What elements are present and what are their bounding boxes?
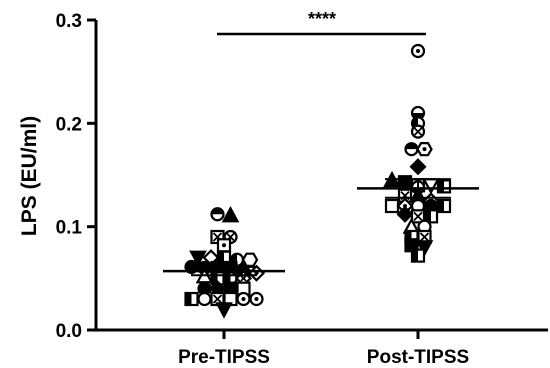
significance-annotation: **** bbox=[217, 9, 426, 36]
data-point bbox=[236, 291, 251, 307]
data-point bbox=[404, 142, 419, 157]
axes bbox=[94, 20, 548, 332]
data-point bbox=[436, 179, 452, 194]
data-point bbox=[241, 252, 259, 267]
data-point bbox=[384, 198, 400, 214]
data-point bbox=[210, 207, 225, 222]
data-point bbox=[410, 248, 426, 263]
y-tick-label: 0.2 bbox=[56, 114, 82, 135]
y-tick-label: 0.1 bbox=[56, 218, 83, 239]
data-point bbox=[397, 175, 413, 190]
data-point bbox=[396, 205, 414, 223]
data-point bbox=[189, 250, 207, 267]
data-point bbox=[221, 205, 240, 223]
y-tick-label: 0.0 bbox=[56, 321, 82, 342]
data-point bbox=[416, 142, 433, 157]
y-ticks: 0.0 0.1 0.2 0.3 bbox=[56, 11, 96, 342]
x-category-label: Pre-TIPSS bbox=[178, 347, 270, 368]
data-point bbox=[249, 291, 264, 307]
mean-sem-lines bbox=[163, 178, 479, 277]
significance-label: **** bbox=[308, 9, 336, 29]
y-axis-label: LPS (EU/ml) bbox=[18, 116, 41, 236]
y-tick-label: 0.3 bbox=[56, 11, 82, 32]
data-point bbox=[423, 209, 439, 224]
x-category-labels: Pre-TIPSS Post-TIPSS bbox=[178, 330, 469, 368]
data-point bbox=[184, 291, 199, 307]
data-point bbox=[436, 198, 452, 214]
data-point bbox=[410, 43, 426, 59]
data-point bbox=[422, 178, 440, 195]
data-point bbox=[216, 238, 232, 253]
x-category-label: Post-TIPSS bbox=[367, 347, 469, 368]
data-point bbox=[223, 229, 238, 245]
data-point bbox=[415, 240, 434, 257]
data-point bbox=[197, 291, 212, 307]
data-point bbox=[409, 158, 427, 176]
data-point bbox=[215, 302, 233, 319]
data-point bbox=[410, 124, 426, 139]
